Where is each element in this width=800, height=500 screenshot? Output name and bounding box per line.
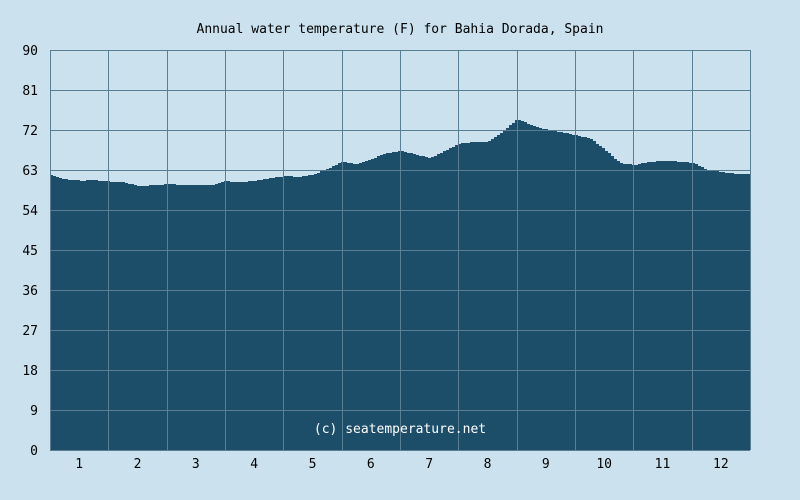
y-tick-label: 90	[22, 44, 38, 59]
x-tick-label: 7	[425, 457, 433, 472]
y-tick-label: 81	[22, 84, 38, 99]
x-tick-label: 5	[309, 457, 317, 472]
x-tick-label: 9	[542, 457, 550, 472]
x-tick-label: 11	[655, 457, 671, 472]
y-tick-label: 36	[22, 284, 38, 299]
y-tick-label: 54	[22, 204, 38, 219]
x-tick-label: 2	[134, 457, 142, 472]
y-tick-label: 27	[22, 324, 38, 339]
y-tick-label: 0	[30, 444, 38, 459]
x-tick-label: 8	[484, 457, 492, 472]
y-tick-label: 45	[22, 244, 38, 259]
y-tick-label: 9	[30, 404, 38, 419]
x-tick-label: 4	[250, 457, 258, 472]
x-tick-label: 1	[75, 457, 83, 472]
y-tick-label: 18	[22, 364, 38, 379]
x-axis-ticks: 1 2 3 4 5 6 7 8 9 10 11 12	[75, 457, 728, 472]
x-tick-label: 12	[713, 457, 729, 472]
x-tick-label: 6	[367, 457, 375, 472]
chart-title: Annual water temperature (F) for Bahia D…	[197, 22, 604, 37]
x-tick-label: 10	[596, 457, 612, 472]
grid-lines	[50, 50, 751, 451]
x-tick-label: 3	[192, 457, 200, 472]
watermark: (c) seatemperature.net	[314, 422, 486, 437]
y-tick-label: 72	[22, 124, 38, 139]
y-tick-label: 63	[22, 164, 38, 179]
y-axis-ticks: 0 9 18 27 36 45 54 63 72 81 90	[22, 44, 38, 459]
